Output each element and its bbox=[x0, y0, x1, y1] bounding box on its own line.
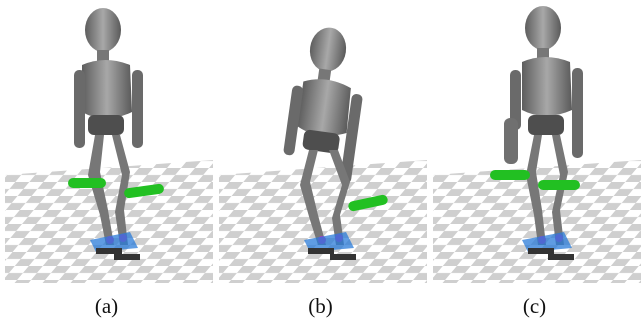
robot-neck bbox=[317, 68, 332, 83]
support-region bbox=[90, 232, 138, 252]
panel-b-image bbox=[219, 27, 427, 283]
panel-c-image bbox=[433, 6, 641, 283]
handle-right bbox=[348, 194, 388, 212]
robot-right-foot bbox=[548, 254, 574, 260]
robot-left-foot bbox=[308, 248, 334, 254]
robot-left-arm bbox=[283, 85, 303, 156]
robot-left-arm bbox=[510, 70, 521, 130]
robot-pelvis bbox=[528, 115, 564, 135]
robot-right-arm bbox=[132, 70, 143, 148]
panel-a-image bbox=[5, 8, 213, 283]
humanoid-robot bbox=[74, 8, 143, 260]
robot-torso bbox=[82, 60, 132, 119]
robot-left-foot bbox=[528, 248, 554, 254]
robot-torso bbox=[297, 79, 351, 136]
robot-neck bbox=[97, 50, 109, 62]
humanoid-robot bbox=[504, 6, 583, 260]
robot-right-leg bbox=[112, 135, 130, 245]
handle-left bbox=[68, 178, 106, 188]
robot-right-foot bbox=[330, 254, 356, 260]
humanoid-robot bbox=[283, 27, 363, 184]
checker-floor bbox=[219, 160, 427, 283]
support-region bbox=[522, 232, 572, 252]
robot-left-leg bbox=[300, 150, 326, 245]
robot-pelvis bbox=[302, 129, 340, 154]
robot-right-arm bbox=[340, 94, 363, 184]
support-region bbox=[304, 232, 354, 252]
robot-right-arm bbox=[572, 68, 583, 158]
robot-left-leg bbox=[526, 135, 546, 245]
panel-b: (b) bbox=[214, 0, 427, 322]
robot-head bbox=[85, 8, 121, 52]
robot-torso bbox=[522, 57, 572, 116]
robot-pelvis bbox=[88, 115, 124, 135]
robot-head bbox=[525, 6, 561, 50]
robot-left-forearm bbox=[504, 118, 518, 164]
panel-c: (c) bbox=[428, 0, 641, 322]
robot-head bbox=[309, 27, 347, 72]
panel-b-caption: (b) bbox=[308, 294, 333, 318]
handle-left bbox=[490, 170, 530, 180]
panel-a-caption: (a) bbox=[94, 294, 119, 318]
robot-left-foot bbox=[96, 248, 122, 254]
robot-left-leg bbox=[88, 135, 114, 245]
panel-c-caption: (c) bbox=[522, 294, 547, 318]
handle-right bbox=[124, 183, 164, 199]
robot-right-foot bbox=[114, 254, 140, 260]
robot-neck bbox=[537, 48, 549, 60]
panel-a: (a) bbox=[0, 0, 213, 322]
handle-right bbox=[538, 180, 580, 190]
robot-left-arm bbox=[74, 70, 85, 148]
robot-right-leg bbox=[329, 150, 350, 245]
